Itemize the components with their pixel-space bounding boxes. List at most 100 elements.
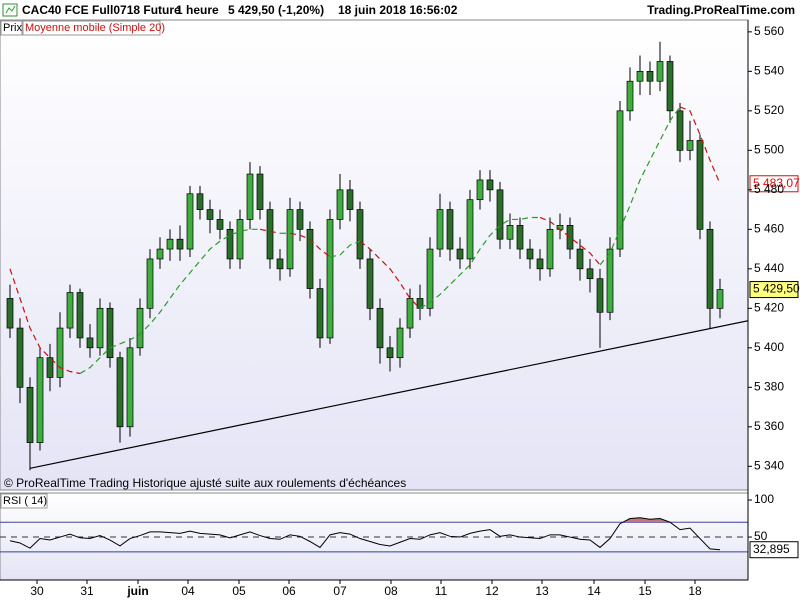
x-tick-label: 08	[384, 584, 398, 598]
x-tick-label: 11	[435, 584, 448, 598]
x-tick-label: 06	[282, 584, 296, 598]
ma-value-box	[749, 175, 799, 193]
last-price-box	[749, 281, 799, 299]
candle-body	[16, 327, 24, 388]
candle-body	[386, 347, 394, 359]
candle-body	[546, 228, 554, 270]
candle-body	[456, 248, 464, 260]
moving-average	[289, 232, 331, 258]
candle-body	[126, 347, 134, 428]
candle-body	[616, 110, 624, 250]
price-panel	[0, 19, 749, 491]
candle-body	[156, 248, 164, 260]
y-tick-label: 5 400	[754, 340, 784, 354]
y-tick-label: 100	[754, 492, 774, 506]
candle-body	[396, 327, 404, 359]
timeframe: 1 heure	[176, 3, 219, 17]
legend-box	[0, 20, 23, 36]
x-tick-label: 30	[30, 584, 44, 598]
legend-price: Prix	[3, 22, 22, 34]
candle-body	[76, 292, 84, 339]
y-tick-label: 5 440	[754, 261, 784, 275]
candle-body	[696, 140, 704, 230]
x-tick-label: 13	[535, 584, 549, 598]
candle-body	[256, 173, 264, 210]
candle-body	[26, 386, 34, 443]
moving-average	[539, 216, 601, 266]
candle-body	[96, 307, 104, 349]
candle-body	[186, 193, 194, 250]
candle-body	[436, 209, 444, 250]
y-tick-label: 5 420	[754, 300, 784, 314]
candle-body	[446, 209, 454, 250]
rsi-title-box	[0, 493, 48, 509]
x-tick-label: 18	[688, 584, 702, 598]
y-tick-label: 5 480	[754, 182, 784, 196]
candle-body	[166, 238, 174, 250]
moving-average	[679, 106, 721, 185]
candle-body	[526, 248, 534, 260]
candle-body	[346, 189, 354, 210]
candle-body	[686, 140, 694, 151]
candle-body	[246, 173, 254, 220]
x-tick-label: 12	[485, 584, 499, 598]
candle-body	[286, 209, 294, 270]
x-tick-label: 04	[181, 584, 195, 598]
candle-body	[46, 357, 54, 378]
candle-body	[706, 228, 714, 309]
legend-box	[22, 20, 161, 36]
moving-average	[359, 240, 421, 309]
candle-body	[576, 248, 584, 270]
rsi-value-box	[749, 541, 799, 559]
candle-body	[656, 61, 664, 82]
x-tick-label: 31	[80, 584, 94, 598]
x-tick-label: 15	[638, 584, 652, 598]
candle-body	[366, 258, 374, 309]
candle-body	[236, 219, 244, 260]
x-tick-label: 14	[587, 584, 601, 598]
candle-body	[216, 219, 224, 230]
rsi-panel	[0, 492, 749, 581]
candle-body	[266, 209, 274, 260]
candle-body	[606, 248, 614, 313]
candle-body	[86, 337, 94, 349]
candle-body	[66, 292, 74, 329]
source: Trading.ProRealTime.com	[647, 3, 795, 17]
y-tick-label: 5 500	[754, 143, 784, 157]
candle-body	[506, 225, 514, 240]
rsi-title: RSI ( 14)	[3, 495, 47, 507]
candle-body	[196, 193, 204, 210]
candle-body	[406, 298, 414, 329]
candle-body	[296, 209, 304, 230]
candle-body	[306, 228, 314, 289]
candle-body	[6, 298, 14, 329]
candle-body	[336, 189, 344, 220]
y-tick-label: 5 520	[754, 103, 784, 117]
candle-body	[476, 179, 484, 201]
price-plot	[6, 41, 748, 471]
last-price-label: 5 429,50	[753, 282, 800, 296]
moving-average	[259, 228, 281, 234]
candle-body	[676, 110, 684, 151]
candle-body	[596, 278, 604, 313]
candle-body	[356, 209, 364, 260]
y-tick-label: 5 560	[754, 24, 784, 38]
trendline	[29, 320, 748, 469]
candle-body	[646, 70, 654, 82]
y-tick-label: 50	[754, 529, 768, 543]
candle-body	[136, 307, 144, 349]
candle-body	[466, 199, 474, 260]
candle-body	[316, 288, 324, 339]
candle-body	[626, 80, 634, 112]
candle-body	[176, 238, 184, 250]
x-tick-label: 07	[333, 584, 347, 598]
candle-body	[586, 268, 594, 280]
y-tick-label: 5 340	[754, 458, 784, 472]
ma-value-label: 5 483,07	[753, 176, 800, 190]
candle-body	[426, 248, 434, 309]
candle-body	[326, 219, 334, 339]
timestamp: 18 juin 2018 16:56:02	[338, 3, 458, 17]
moving-average	[599, 106, 681, 266]
candle-body	[56, 327, 64, 378]
